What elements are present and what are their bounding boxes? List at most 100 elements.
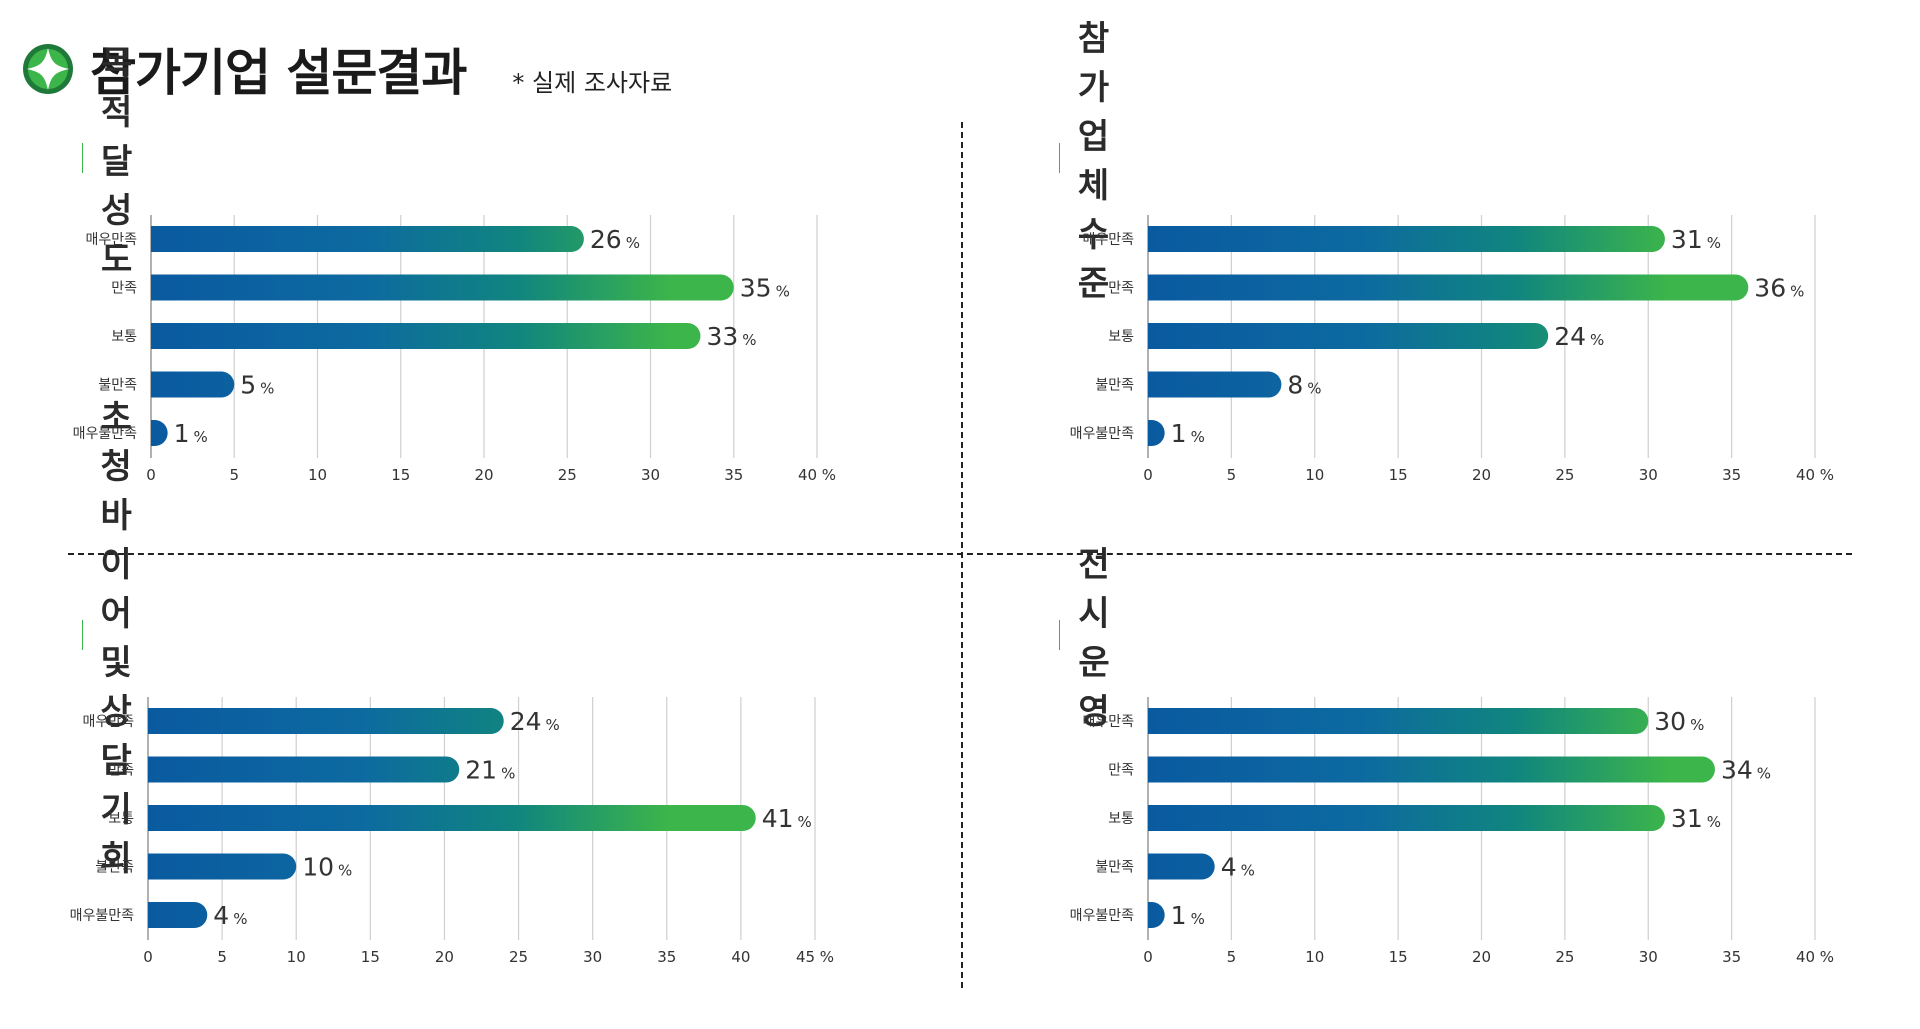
value-label: 4% [1221, 853, 1255, 882]
value-label: 36% [1754, 274, 1804, 303]
x-tick-label: 35 [1722, 948, 1741, 966]
x-tick-label: 0 [1143, 948, 1153, 966]
category-label: 불만족 [98, 378, 137, 394]
value-label: 31% [1671, 804, 1721, 833]
category-label: 만족 [1108, 281, 1134, 297]
x-tick-label: 5 [217, 948, 227, 966]
value-label: 24% [510, 707, 560, 736]
x-tick-label: 10 [1305, 466, 1324, 484]
category-label: 매우만족 [82, 714, 134, 730]
value-label: 30% [1654, 707, 1704, 736]
chart-title: 초청바이어 및 상담기회 [82, 398, 136, 879]
category-label: 보통 [108, 811, 134, 827]
value-label: 1% [1171, 419, 1205, 448]
value-label: 34% [1721, 756, 1771, 785]
value-label: 26% [590, 225, 640, 254]
category-label: 매우만족 [1082, 232, 1134, 248]
bar [151, 420, 168, 446]
title-accent-bar [1059, 620, 1061, 650]
category-label: 보통 [1108, 811, 1134, 827]
value-label: 33% [706, 322, 756, 351]
x-tick-label: 25 [1555, 948, 1574, 966]
x-tick-label: 45 % [796, 948, 834, 966]
x-tick-label: 10 [308, 466, 327, 484]
bar [1148, 902, 1165, 928]
x-tick-label: 30 [1639, 948, 1658, 966]
x-tick-label: 20 [435, 948, 454, 966]
x-tick-label: 25 [558, 466, 577, 484]
category-label: 보통 [111, 329, 137, 345]
x-tick-label: 35 [657, 948, 676, 966]
value-label: 8% [1287, 371, 1321, 400]
x-tick-label: 25 [1555, 466, 1574, 484]
value-label: 5% [240, 371, 274, 400]
category-label: 매우불만족 [1070, 426, 1135, 442]
chart-title-text: 전시운영 [1078, 545, 1110, 732]
x-tick-label: 35 [1722, 466, 1741, 484]
bar [148, 805, 756, 831]
bar [1148, 226, 1665, 252]
chart-title-text: 참가업체 수준 [1077, 19, 1110, 304]
title-accent-bar [1059, 143, 1060, 173]
x-tick-label: 10 [1305, 948, 1324, 966]
x-tick-label: 25 [509, 948, 528, 966]
bar [151, 274, 734, 301]
category-label: 보통 [1108, 329, 1134, 345]
x-tick-label: 20 [1472, 948, 1491, 966]
bar [1148, 756, 1715, 783]
title-accent-bar [82, 143, 84, 173]
x-tick-label: 15 [1389, 466, 1408, 484]
category-label: 매우불만족 [70, 908, 135, 924]
category-label: 불만족 [95, 860, 134, 876]
bar [1148, 853, 1215, 880]
x-tick-label: 0 [146, 466, 156, 484]
bar [1148, 371, 1282, 398]
bar [151, 371, 235, 398]
value-label: 1% [174, 419, 208, 448]
chart-title-text: 초청바이어 및 상담기회 [100, 398, 132, 879]
page-header: 참가기업 설문결과 * 실제 조사자료 [22, 34, 672, 104]
title-accent-bar [82, 620, 83, 650]
x-tick-label: 5 [1227, 466, 1237, 484]
bar [148, 708, 504, 734]
category-label: 매우불만족 [73, 426, 138, 442]
chart-title: 전시운영 [1059, 545, 1113, 732]
x-tick-label: 20 [1472, 466, 1491, 484]
vertical-divider [961, 122, 963, 988]
bar [1148, 420, 1165, 446]
x-tick-label: 20 [474, 466, 493, 484]
horizontal-divider [68, 553, 1852, 555]
star-diamond-logo-icon [23, 44, 73, 94]
x-tick-label: 15 [391, 466, 410, 484]
x-tick-label: 0 [1143, 466, 1153, 484]
chart-title-text: 목적 달성도 [101, 43, 133, 280]
bar [148, 853, 297, 880]
x-tick-label: 40 [731, 948, 750, 966]
value-label: 31% [1671, 225, 1721, 254]
x-tick-label: 40 % [798, 466, 836, 484]
chart-title: 목적 달성도 [82, 44, 136, 280]
value-label: 41% [762, 804, 812, 833]
bar [1148, 323, 1549, 349]
bar [148, 902, 208, 928]
x-tick-label: 0 [143, 948, 153, 966]
category-label: 만족 [1108, 763, 1134, 779]
category-label: 매우불만족 [1070, 908, 1135, 924]
category-label: 매우만족 [1082, 714, 1134, 730]
x-tick-label: 5 [229, 466, 239, 484]
x-tick-label: 30 [641, 466, 660, 484]
bar [1148, 708, 1649, 734]
x-tick-label: 15 [1389, 948, 1408, 966]
x-tick-label: 15 [361, 948, 380, 966]
category-label: 만족 [111, 281, 137, 297]
x-tick-label: 35 [724, 466, 743, 484]
x-tick-label: 40 % [1796, 948, 1834, 966]
source-note: * 실제 조사자료 [512, 68, 673, 97]
chart-title: 참가업체 수준 [1059, 19, 1113, 304]
value-label: 1% [1171, 901, 1205, 930]
value-label: 21% [465, 756, 515, 785]
x-tick-label: 5 [1227, 948, 1237, 966]
category-label: 매우만족 [85, 232, 137, 248]
